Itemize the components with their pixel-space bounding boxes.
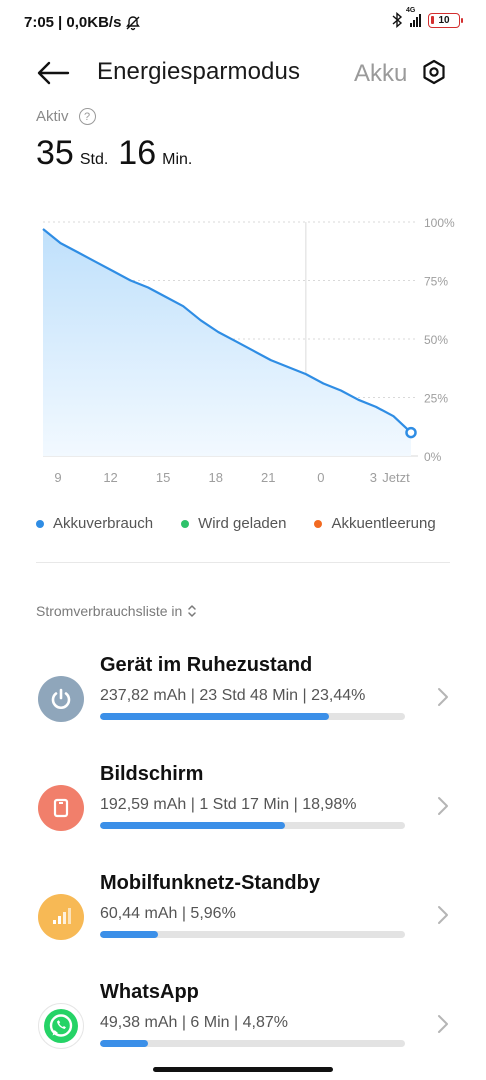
x-tick-label: 15 [156, 470, 170, 485]
current-point-marker [405, 426, 417, 439]
item-name: Bildschirm [100, 763, 204, 785]
network-type: 4G [406, 7, 416, 14]
help-icon[interactable]: ? [78, 108, 96, 125]
battery-usage-chart: 100% 75% 50% 25% 0% 9 12 15 18 21 0 3 Jetzt [42, 216, 455, 485]
legend-item-usage: Akkuverbrauch [36, 515, 153, 532]
active-hours: 35 [36, 134, 74, 172]
list-item[interactable]: Gerät im Ruhezustand 237,82 mAh | 23 Std… [0, 654, 486, 754]
clock: 7:05 [24, 14, 55, 31]
settings-icon[interactable] [420, 58, 448, 86]
item-details: 49,38 mAh | 6 Min | 4,87% [100, 1014, 288, 1031]
power-icon [38, 676, 84, 722]
usage-progress-bar [100, 931, 405, 938]
legend-dot [181, 519, 190, 528]
x-tick-label: 18 [208, 470, 222, 485]
tab-akku[interactable]: Akku [354, 60, 408, 87]
status-bar: 7:05 | 0,0KB/s 4G 10 [0, 0, 486, 44]
usage-progress-bar [100, 1040, 405, 1047]
chevron-right-icon [438, 1015, 448, 1033]
usage-progress-bar [100, 713, 405, 720]
legend-item-charging: Wird geladen [181, 515, 286, 532]
bluetooth-icon [392, 12, 403, 28]
chevron-right-icon [438, 797, 448, 815]
active-minutes: 16 [118, 134, 157, 172]
list-item[interactable]: Mobilfunknetz-Standby 60,44 mAh | 5,96% [0, 872, 486, 972]
usage-area [43, 229, 411, 456]
status-left: 7:05 | 0,0KB/s [24, 14, 141, 31]
back-arrow-icon[interactable] [36, 60, 70, 86]
page-title: Energiesparmodus [97, 58, 301, 85]
usage-line [42, 228, 412, 434]
legend-item-drain: Akkuentleerung [314, 515, 436, 532]
item-details: 60,44 mAh | 5,96% [100, 905, 236, 922]
item-details: 192,59 mAh | 1 Std 17 Min | 18,98% [100, 796, 357, 813]
signal-icon [38, 894, 84, 940]
signal-strength-icon: 4G [406, 7, 421, 27]
y-tick-label: 75% [424, 275, 448, 289]
x-tick-label: 9 [54, 470, 61, 485]
list-item[interactable]: WhatsApp 49,38 mAh | 6 Min | 4,87% [0, 981, 486, 1080]
y-tick-label: 0% [424, 450, 442, 464]
battery-icon: 10 [428, 12, 463, 28]
header: Energiesparmodus Akku [0, 44, 486, 104]
chart-x-axis: 9 12 15 18 21 0 3 Jetzt [54, 470, 410, 485]
usage-progress-fill [100, 713, 329, 720]
home-indicator[interactable] [153, 1067, 333, 1072]
hours-unit: Std. [79, 151, 109, 168]
item-details: 237,82 mAh | 23 Std 48 Min | 23,44% [100, 687, 366, 704]
whatsapp-icon [38, 1003, 84, 1049]
y-tick-label: 50% [424, 333, 448, 347]
legend-dot [36, 519, 44, 528]
active-row: Aktiv ? [36, 108, 96, 125]
item-name: WhatsApp [100, 981, 199, 1003]
minutes-unit: Min. [162, 151, 193, 168]
usage-progress-bar [100, 822, 405, 829]
chevron-right-icon [438, 906, 448, 924]
item-name: Gerät im Ruhezustand [100, 654, 313, 676]
x-tick-label: 0 [317, 470, 324, 485]
divider [36, 562, 450, 563]
legend-label: Akkuverbrauch [53, 515, 154, 532]
list-mode-selector[interactable]: Stromverbrauchsliste in [36, 603, 198, 619]
usage-progress-fill [100, 931, 159, 938]
network-speed: | 0,0KB/s [58, 14, 122, 31]
sort-updown-icon [188, 605, 197, 617]
active-duration: 35 Std. 16 Min. [36, 134, 202, 173]
chart-y-axis: 100% 75% 50% 25% 0% [424, 216, 455, 464]
x-tick-label: Jetzt [382, 470, 410, 485]
legend-label: Akkuentleerung [331, 515, 436, 532]
status-right: 4G 10 [391, 7, 463, 28]
chevron-right-icon [438, 688, 448, 706]
list-mode-label: Stromverbrauchsliste in [36, 603, 183, 619]
legend-dot [314, 519, 323, 528]
active-label: Aktiv [36, 108, 69, 125]
battery-level: 10 [438, 14, 450, 26]
chart-legend: Akkuverbrauch Wird geladen Akkuentleerun… [36, 515, 476, 532]
y-tick-label: 100% [424, 216, 455, 230]
usage-progress-fill [100, 1040, 148, 1047]
y-tick-label: 25% [424, 392, 448, 406]
x-tick-label: 3 [370, 470, 377, 485]
x-tick-label: 21 [261, 470, 275, 485]
legend-label: Wird geladen [198, 515, 287, 532]
usage-progress-fill [100, 822, 286, 829]
item-name: Mobilfunknetz-Standby [100, 872, 320, 894]
screen-icon [38, 785, 84, 831]
x-tick-label: 12 [103, 470, 117, 485]
list-item[interactable]: Bildschirm 192,59 mAh | 1 Std 17 Min | 1… [0, 763, 486, 863]
bell-muted-icon [126, 15, 141, 30]
